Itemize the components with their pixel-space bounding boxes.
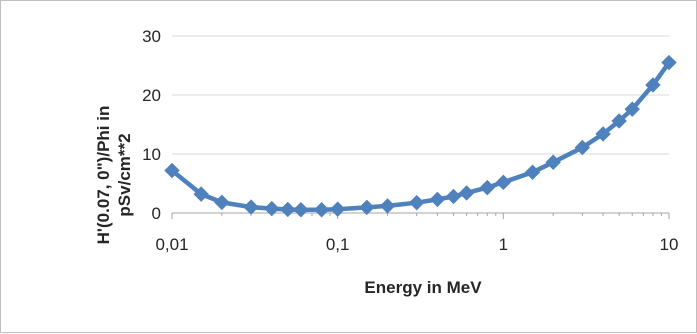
data-point-marker: [329, 201, 346, 217]
y-axis-title-line-2: pSv/cm**2: [115, 133, 134, 216]
data-point-marker: [243, 199, 259, 215]
y-axis-title-line-1: H'(0.07, 0")/Phi in: [94, 106, 113, 245]
x-tick-label: 10: [660, 235, 679, 254]
axes: [171, 212, 670, 219]
data-point-marker: [611, 113, 627, 129]
y-tick-label: 20: [142, 86, 161, 105]
data-point-marker: [445, 188, 462, 205]
data-point-marker: [524, 164, 541, 180]
x-tick-label: 1: [499, 235, 508, 254]
data-point-marker: [379, 198, 396, 214]
data-point-marker: [479, 179, 495, 196]
data-point-marker: [645, 77, 661, 93]
data-point-marker: [164, 162, 180, 179]
y-tick-labels: 0 10 20 30: [142, 27, 161, 223]
data-point-marker: [661, 54, 677, 71]
x-axis-title: Energy in MeV: [364, 278, 482, 297]
series-line: [170, 61, 671, 213]
y-tick-label: 30: [142, 27, 161, 46]
data-point-marker: [193, 186, 209, 202]
data-point-marker: [458, 185, 475, 201]
y-axis-title: H'(0.07, 0")/Phi in pSv/cm**2: [94, 106, 134, 245]
data-point-marker: [595, 126, 611, 142]
data-point-marker: [293, 202, 309, 218]
data-point-marker: [429, 191, 446, 208]
y-tick-label: 10: [142, 145, 161, 164]
data-point-marker: [495, 174, 512, 191]
data-point-marker: [280, 201, 296, 218]
data-point-marker: [214, 194, 230, 211]
data-point-marker: [545, 154, 561, 170]
x-tick-labels: 0,01 0,1 1 10: [155, 235, 678, 254]
data-point-marker: [409, 194, 425, 211]
gridlines: [172, 35, 669, 155]
series-0: [164, 54, 677, 218]
data-point-marker: [624, 101, 640, 117]
data-point-marker: [574, 139, 591, 156]
x-tick-label: 0,01: [155, 235, 188, 254]
data-point-marker: [359, 199, 375, 216]
x-tick-label: 0,1: [326, 235, 350, 254]
y-tick-label: 0: [152, 204, 161, 223]
data-point-marker: [313, 202, 330, 218]
data-point-marker: [264, 200, 280, 217]
